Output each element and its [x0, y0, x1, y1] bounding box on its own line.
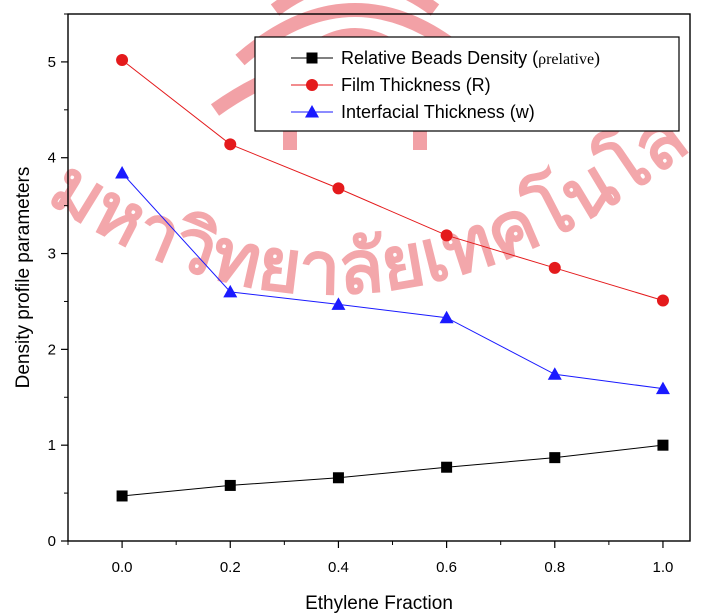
data-point: [224, 479, 236, 491]
legend-marker: [305, 105, 319, 118]
y-tick-label: 3: [48, 246, 56, 263]
legend-label: Interfacial Thickness (w): [341, 102, 535, 122]
plot-frame: [67, 13, 691, 542]
y-tick-label: 1: [48, 437, 56, 454]
data-point: [331, 297, 346, 310]
x-tick-label: 0.6: [436, 559, 457, 576]
data-point: [223, 284, 238, 298]
x-tick-label: 0.4: [328, 559, 349, 576]
y-tick-label: 4: [48, 150, 56, 167]
legend: Relative Beads Density (ρrelative) Film T…: [254, 36, 680, 132]
legend-box: [254, 36, 680, 132]
axes: 0.0 0.2 0.4 0.6 0.8 1.0 0 1 2 3 4 5 Ethylene Fractio…: [13, 13, 691, 614]
series-line: [121, 59, 664, 301]
legend-label-symbol: ρrelative: [538, 51, 594, 68]
data-point: [116, 53, 129, 66]
series-2: [115, 166, 670, 395]
x-axis-title: Ethylene Fraction: [305, 593, 453, 614]
data-point: [655, 381, 670, 395]
data-point: [332, 472, 344, 484]
legend-entry-2: Interfacial Thickness (w): [291, 102, 535, 122]
data-point: [549, 452, 561, 464]
x-tick-label: 0.8: [544, 559, 565, 576]
legend-label: Film Thickness (R): [341, 75, 491, 95]
x-tick-label: 0.0: [112, 559, 133, 576]
legend-marker: [306, 52, 318, 64]
data-point: [115, 166, 130, 179]
data-point: [441, 461, 453, 473]
series-1: [116, 53, 669, 307]
x-tick-label: 0.2: [220, 559, 241, 576]
y-tick-label: 2: [48, 341, 56, 358]
y-axis-title: Density profile parameters: [13, 167, 34, 389]
data-point: [224, 138, 237, 151]
legend-entry-0: Relative Beads Density (ρrelative): [291, 48, 600, 69]
x-tick-label: 1.0: [653, 559, 674, 576]
series-line: [121, 172, 664, 390]
legend-label-close: ): [594, 48, 600, 69]
series-line: [122, 444, 664, 497]
data-point: [657, 439, 669, 451]
y-tick-label: 0: [48, 533, 56, 550]
legend-marker: [306, 79, 318, 91]
data-point: [439, 310, 454, 324]
data-point: [116, 490, 128, 502]
series-0: [116, 439, 669, 502]
y-tick-label: 5: [48, 54, 56, 71]
data-point: [547, 367, 562, 380]
series-layer: [115, 53, 670, 502]
legend-entry-1: Film Thickness (R): [291, 75, 491, 95]
legend-label-main: Relative Beads Density (: [341, 48, 538, 68]
data-point: [332, 182, 345, 195]
data-point: [656, 294, 669, 307]
legend-label: Relative Beads Density (ρrelative): [341, 48, 600, 69]
data-point: [440, 229, 453, 242]
data-point: [548, 261, 561, 274]
